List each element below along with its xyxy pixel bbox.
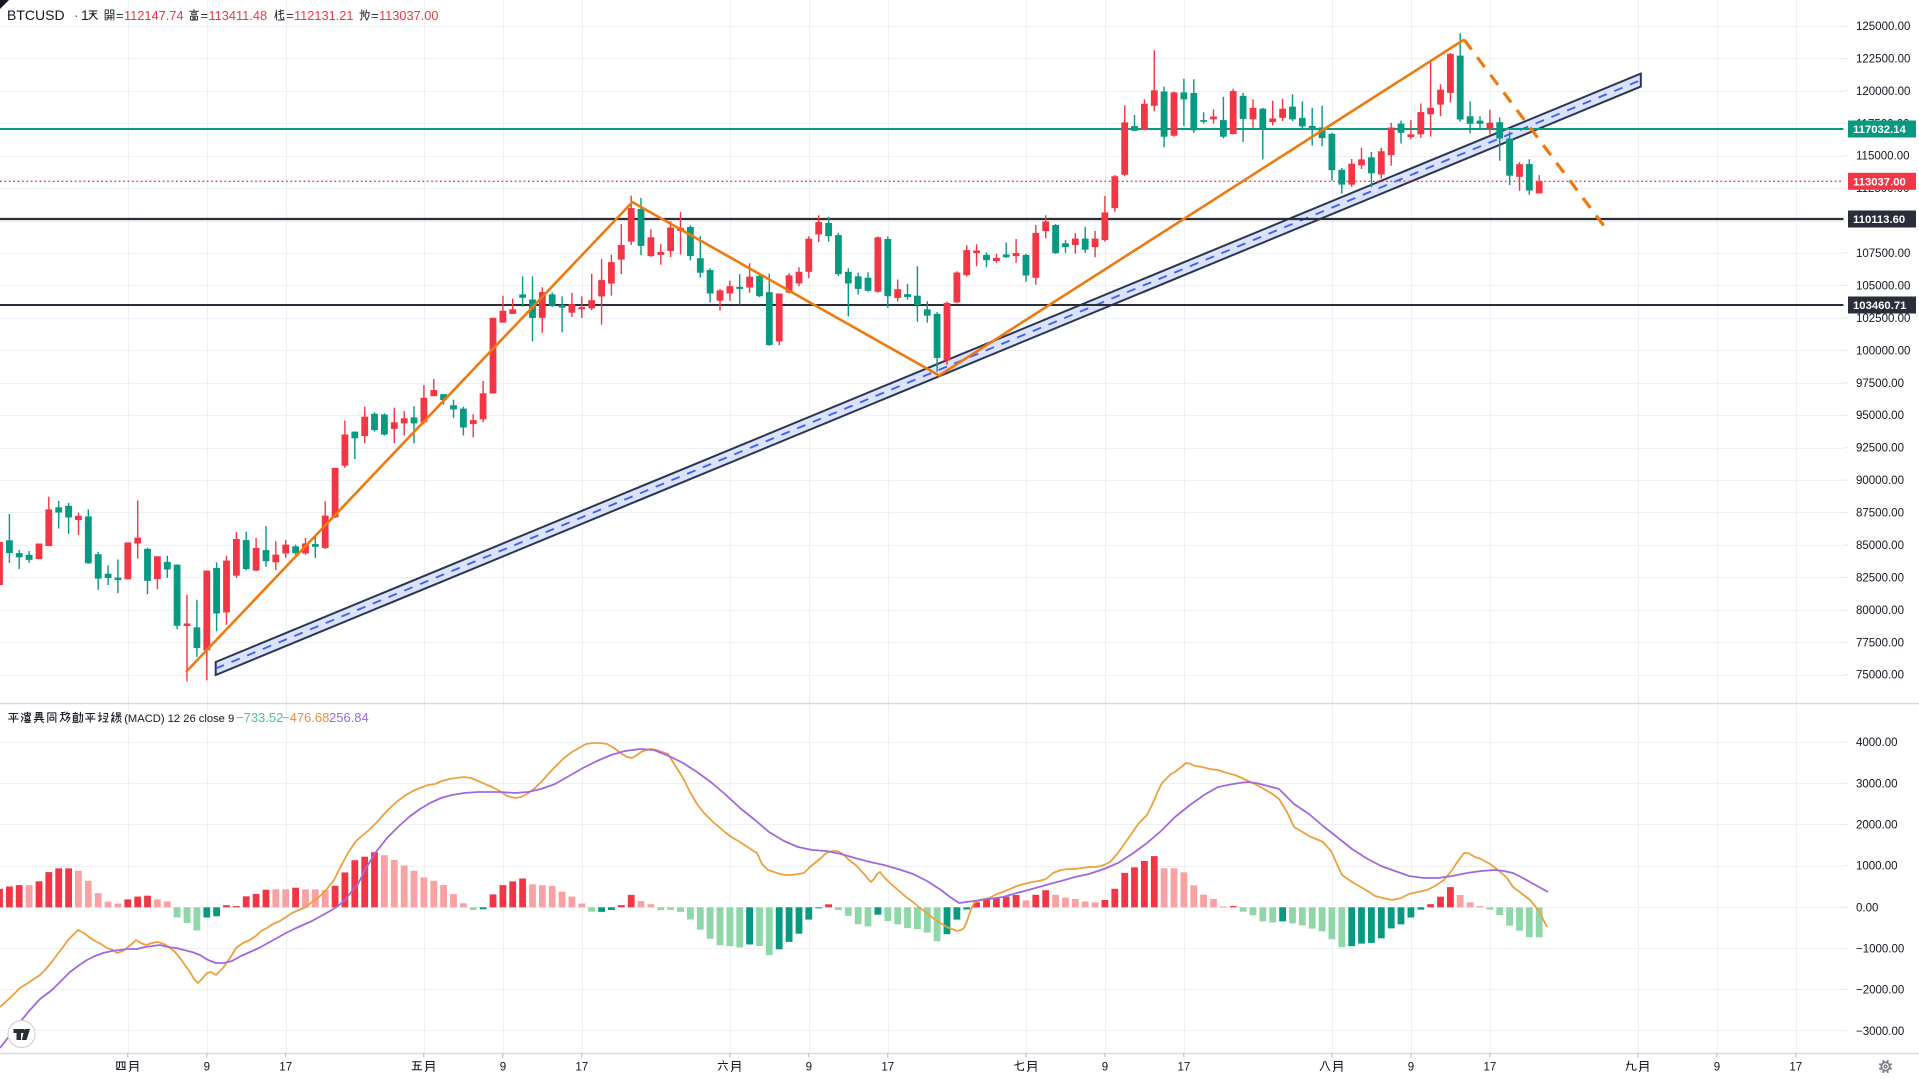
svg-text:90000.00: 90000.00 — [1856, 475, 1904, 487]
svg-text:17: 17 — [1789, 1062, 1802, 1074]
svg-text:=: = — [371, 8, 379, 23]
svg-text:−733.52: −733.52 — [236, 710, 283, 725]
svg-text:4000.00: 4000.00 — [1856, 737, 1898, 749]
svg-text:=: = — [286, 8, 294, 23]
svg-text:105000.00: 105000.00 — [1856, 281, 1910, 293]
svg-text:=: = — [116, 8, 124, 23]
svg-text:0.00: 0.00 — [1856, 902, 1878, 914]
svg-text:103460.71: 103460.71 — [1853, 300, 1906, 312]
svg-text:97500.00: 97500.00 — [1856, 378, 1904, 390]
svg-text:110113.60: 110113.60 — [1853, 214, 1905, 226]
svg-text:=: = — [201, 8, 209, 23]
svg-text:9: 9 — [1408, 1062, 1414, 1074]
svg-text:122500.00: 122500.00 — [1856, 53, 1910, 65]
svg-text:117032.14: 117032.14 — [1853, 124, 1906, 136]
svg-text:17: 17 — [1484, 1062, 1497, 1074]
svg-text:3000.00: 3000.00 — [1856, 778, 1898, 790]
svg-text:82500.00: 82500.00 — [1856, 572, 1904, 584]
svg-text:102500.00: 102500.00 — [1856, 313, 1910, 325]
svg-text:113037.00: 113037.00 — [379, 8, 439, 23]
svg-text:9: 9 — [1714, 1062, 1720, 1074]
svg-text:2000.00: 2000.00 — [1856, 820, 1898, 832]
svg-text:·: · — [74, 7, 79, 23]
svg-text:77500.00: 77500.00 — [1856, 637, 1904, 649]
svg-text:112131.21: 112131.21 — [294, 8, 354, 23]
svg-text:100000.00: 100000.00 — [1856, 345, 1910, 357]
svg-text:107500.00: 107500.00 — [1856, 248, 1910, 260]
svg-text:17: 17 — [1178, 1062, 1191, 1074]
svg-text:87500.00: 87500.00 — [1856, 508, 1904, 520]
svg-text:75000.00: 75000.00 — [1856, 670, 1904, 682]
svg-text:−3000.00: −3000.00 — [1856, 1026, 1904, 1038]
svg-text:113037.00: 113037.00 — [1853, 176, 1906, 188]
svg-text:17: 17 — [881, 1062, 894, 1074]
svg-text:1000.00: 1000.00 — [1856, 861, 1898, 873]
svg-text:115000.00: 115000.00 — [1856, 151, 1910, 163]
svg-text:1: 1 — [81, 7, 89, 23]
svg-text:95000.00: 95000.00 — [1856, 410, 1904, 422]
svg-text:80000.00: 80000.00 — [1856, 605, 1904, 617]
svg-text:9: 9 — [204, 1062, 210, 1074]
svg-text:17: 17 — [575, 1062, 588, 1074]
svg-text:120000.00: 120000.00 — [1856, 86, 1910, 98]
svg-text:17: 17 — [279, 1062, 292, 1074]
svg-text:9: 9 — [806, 1062, 812, 1074]
svg-text:9: 9 — [500, 1062, 506, 1074]
svg-text:−2000.00: −2000.00 — [1856, 985, 1904, 997]
svg-text:BTCUSD: BTCUSD — [7, 7, 65, 23]
svg-text:125000.00: 125000.00 — [1856, 21, 1910, 33]
svg-text:92500.00: 92500.00 — [1856, 443, 1904, 455]
svg-text:256.84: 256.84 — [329, 710, 369, 725]
svg-text:−476.68: −476.68 — [282, 710, 329, 725]
svg-text:85000.00: 85000.00 — [1856, 540, 1904, 552]
svg-text:113411.48: 113411.48 — [209, 8, 268, 23]
svg-text:(MACD) 12 26 close 9: (MACD) 12 26 close 9 — [124, 713, 234, 725]
svg-text:−1000.00: −1000.00 — [1856, 943, 1904, 955]
svg-text:9: 9 — [1102, 1062, 1108, 1074]
svg-text:112147.74: 112147.74 — [124, 8, 184, 23]
